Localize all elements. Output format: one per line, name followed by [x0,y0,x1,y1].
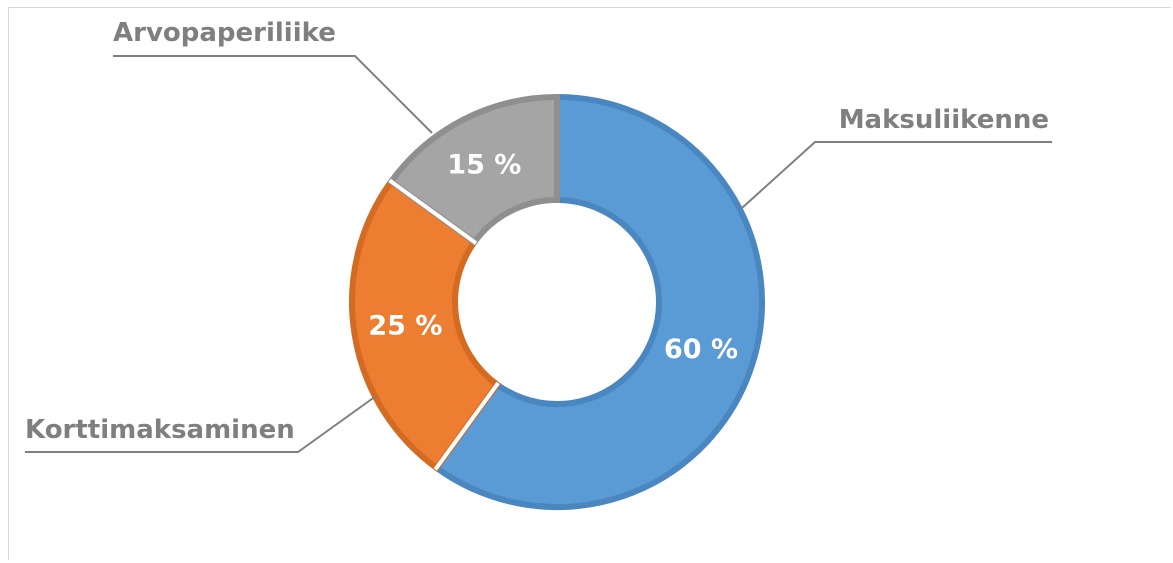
leader-line-arvopaperiliike [113,55,433,134]
data-label-arvopaperiliike: 15 % [447,150,521,181]
leader-line-maksuliikenne [741,141,1052,209]
slice-separator [388,178,478,245]
slice-arvopaperiliike [386,93,560,247]
category-label-korttimaksaminen: Korttimaksaminen [25,415,295,445]
slices-layer [349,93,765,510]
data-label-korttimaksaminen: 25 % [368,311,442,342]
data-label-maksuliikenne: 60 % [664,334,738,365]
slice-korttimaksaminen [349,177,502,473]
leader-line-korttimaksaminen [25,395,377,453]
labels-layer: 60 % Maksuliikenne 25 % Korttimaksaminen 15 … [25,18,1049,445]
slice-separator [433,381,500,471]
slice-maksuliikenne [432,93,765,510]
category-label-maksuliikenne: Maksuliikenne [839,105,1049,135]
category-label-arvopaperiliike: Arvopaperiliike [113,18,336,48]
chart-area [8,7,1171,560]
leader-lines-layer [25,55,1052,453]
